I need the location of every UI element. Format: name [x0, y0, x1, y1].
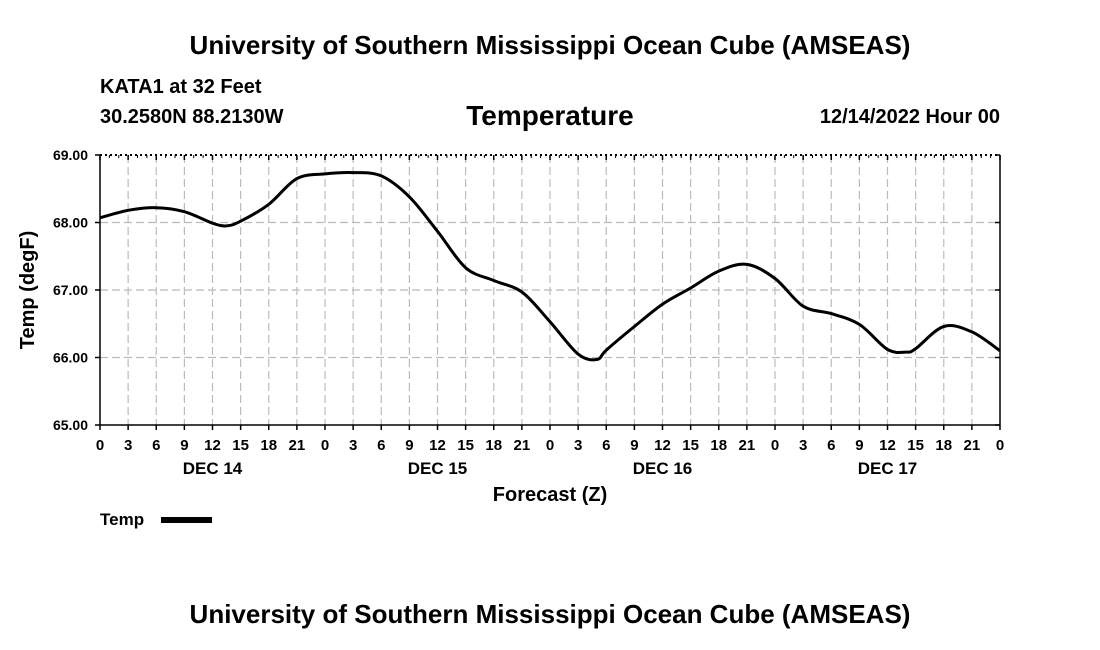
- x-tick-label: 15: [232, 437, 249, 454]
- x-tick-label: 0: [546, 437, 554, 454]
- legend-label: Temp: [100, 510, 144, 529]
- x-tick-label: 6: [377, 437, 385, 454]
- x-tick-label: 9: [630, 437, 638, 454]
- y-tick-label: 66.00: [53, 350, 88, 366]
- footer-title: University of Southern Mississippi Ocean…: [189, 599, 911, 629]
- y-tick-label: 67.00: [53, 282, 88, 298]
- x-tick-label: 18: [485, 437, 502, 454]
- x-tick-label: 3: [349, 437, 357, 454]
- day-label: DEC 17: [858, 459, 918, 478]
- y-axis-title: Temp (degF): [17, 231, 39, 350]
- x-tick-label: 12: [429, 437, 446, 454]
- day-label: DEC 15: [408, 459, 468, 478]
- temp-series-line: [99, 170, 1001, 362]
- x-tick-label: 0: [996, 437, 1004, 454]
- y-tick-label: 68.00: [53, 215, 88, 231]
- x-tick-label: 21: [964, 437, 981, 454]
- x-tick-label: 15: [907, 437, 924, 454]
- x-tick-label: 3: [574, 437, 582, 454]
- x-tick-label: 21: [739, 437, 756, 454]
- x-tick-label: 18: [260, 437, 277, 454]
- chart-title: Temperature: [466, 100, 634, 131]
- forecast-date: 12/14/2022 Hour 00: [819, 106, 1000, 128]
- day-label: DEC 16: [633, 459, 693, 478]
- x-tick-label: 9: [180, 437, 188, 454]
- x-tick-label: 15: [457, 437, 474, 454]
- x-tick-label: 0: [96, 437, 104, 454]
- x-tick-label: 3: [799, 437, 807, 454]
- header-title: University of Southern Mississippi Ocean…: [189, 30, 911, 60]
- x-tick-label: 12: [879, 437, 896, 454]
- x-tick-label: 9: [855, 437, 863, 454]
- x-tick-label: 0: [771, 437, 779, 454]
- x-tick-label: 6: [152, 437, 160, 454]
- x-tick-label: 3: [124, 437, 132, 454]
- x-tick-label: 12: [654, 437, 671, 454]
- station-label: KATA1 at 32 Feet: [100, 76, 262, 98]
- y-tick-label: 69.00: [53, 147, 88, 163]
- x-tick-label: 21: [289, 437, 306, 454]
- x-tick-label: 12: [204, 437, 221, 454]
- x-tick-label: 18: [935, 437, 952, 454]
- x-tick-label: 21: [514, 437, 531, 454]
- x-tick-label: 0: [321, 437, 329, 454]
- x-tick-label: 6: [827, 437, 835, 454]
- y-tick-label: 65.00: [53, 417, 88, 433]
- day-label: DEC 14: [183, 459, 243, 478]
- x-tick-label: 6: [602, 437, 610, 454]
- x-tick-label: 9: [405, 437, 413, 454]
- x-axis-title: Forecast (Z): [493, 484, 607, 506]
- x-tick-label: 15: [682, 437, 699, 454]
- x-tick-label: 18: [710, 437, 727, 454]
- station-coordinates: 30.2580N 88.2130W: [100, 106, 284, 128]
